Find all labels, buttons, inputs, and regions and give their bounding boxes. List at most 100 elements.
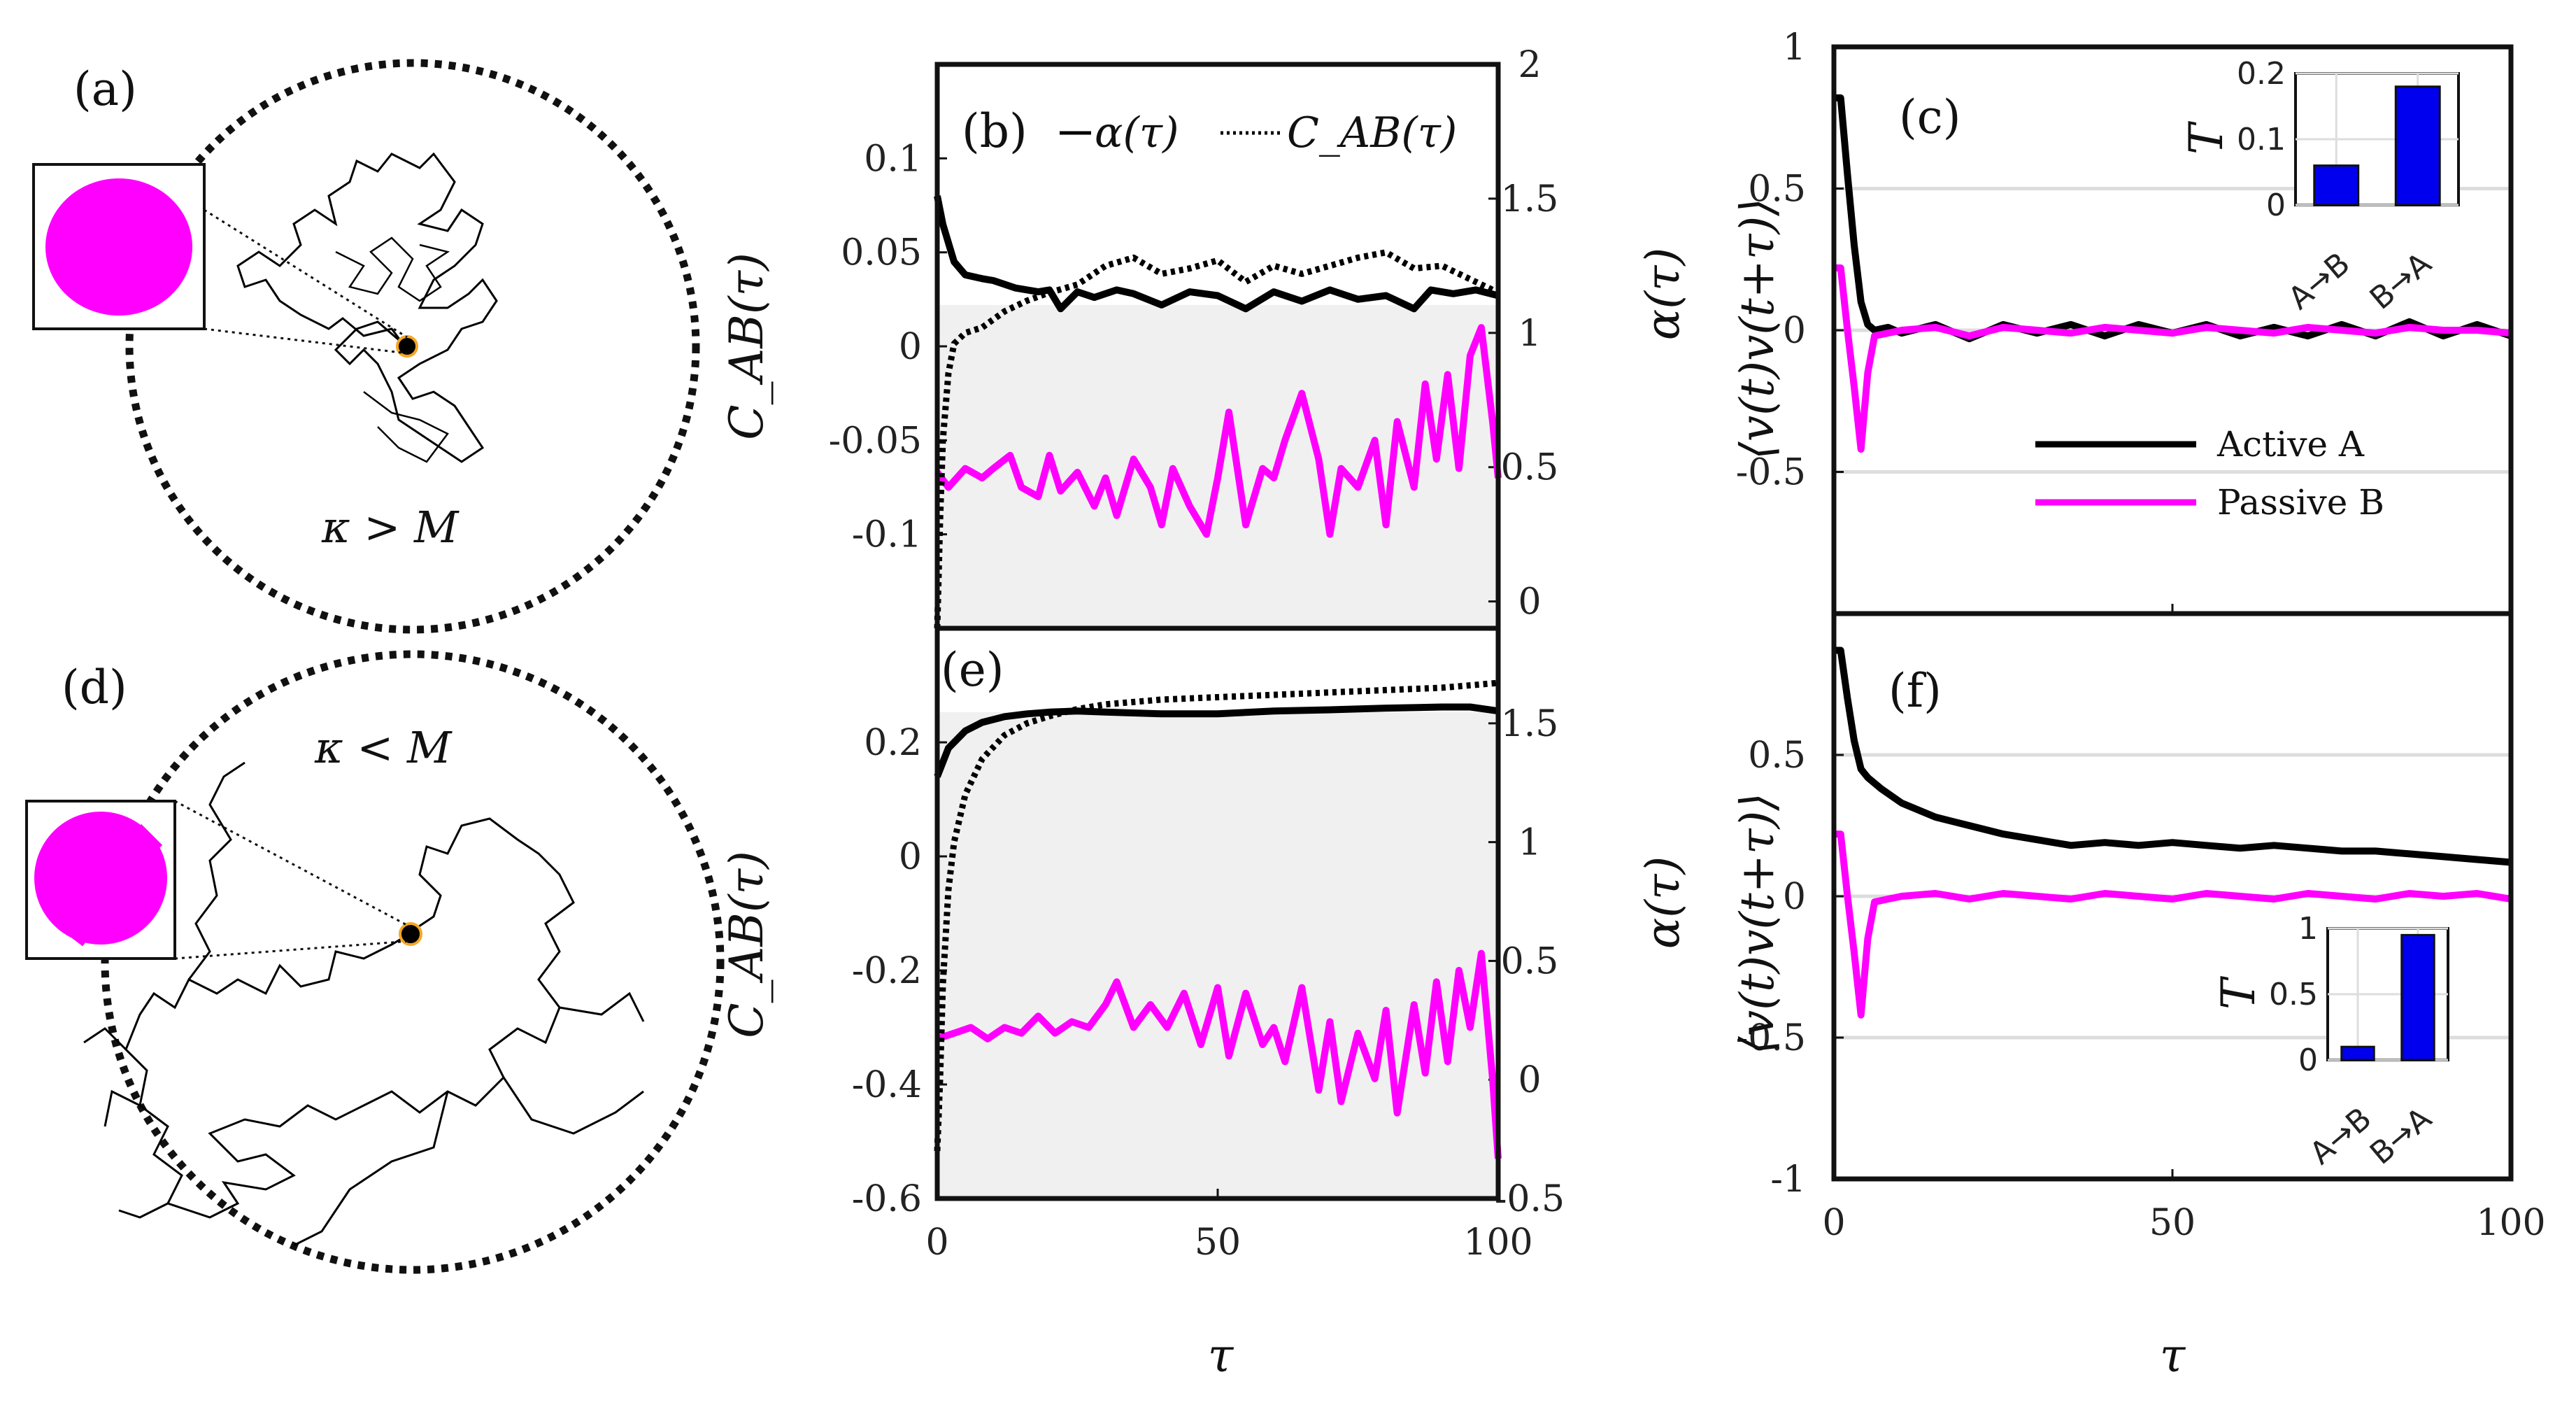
ytick-label-right-b-1: 0.5 (1501, 447, 1559, 489)
inset-bar-c-1 (2394, 85, 2441, 206)
zoom-line-d1 (174, 800, 411, 928)
panel-label-d: (d) (62, 660, 127, 714)
panel-label-a: (a) (73, 62, 137, 116)
panel-label-e: (e) (941, 643, 1004, 697)
ytick-label-left-e-4: 0.2 (864, 722, 922, 764)
xlabel-f: τ (2160, 1329, 2186, 1383)
ytick-label-right-e-0: -0.5 (1495, 1178, 1565, 1220)
xtick-label-e-1: 50 (1195, 1222, 1241, 1264)
ytick-label-f-2: 0 (1783, 876, 1806, 918)
zoom-line-a2 (204, 327, 408, 355)
condition-label-a: κ > M (321, 502, 460, 553)
inset-ytick-label-c-0: 0 (2266, 188, 2286, 223)
inset-xtick-label-c-1: B→A (2363, 246, 2438, 317)
zoomed-trajectory-edge-a (55, 208, 184, 310)
trajectory-branches-d (83, 761, 645, 1247)
series-f-0 (1834, 646, 2512, 866)
ytick-label-left-e-1: -0.4 (852, 1064, 922, 1106)
trajectory-icon-a (236, 152, 498, 463)
frame-e (934, 625, 1501, 1201)
series-b-1 (934, 324, 1502, 538)
ylabel-left-e: C_AB(τ) (720, 851, 774, 1038)
xtick-label-e-0: 0 (925, 1222, 948, 1264)
ylabel-c: ⟨v(t)v(t+τ)⟩ (1730, 198, 1784, 460)
ylabel-left-b: C_AB(τ) (720, 253, 774, 440)
zoomed-trajectory-edge-d (40, 823, 163, 947)
inset-ytick-label-f-0: 0 (2298, 1042, 2318, 1078)
panel-a: (a) κ > M (32, 59, 700, 634)
inset-xtick-label-c-0: A→B (2282, 246, 2356, 317)
ytick-label-f-3: 0.5 (1748, 735, 1806, 777)
legend-label-active: Active A (2216, 424, 2365, 465)
ylabel-right-b: α(τ) (1636, 248, 1690, 341)
ytick-label-c-3: 1 (1783, 27, 1806, 69)
inset-bar-c-0 (2313, 164, 2360, 206)
ytick-label-right-b-0: 0 (1518, 581, 1541, 623)
frame-f (1831, 611, 2514, 1182)
ytick-label-left-b-1: -0.05 (829, 420, 922, 462)
ytick-label-c-0: -0.5 (1736, 452, 1806, 494)
ytick-label-left-b-2: 0 (899, 326, 922, 368)
inset-ytick-label-f-1: 0.5 (2269, 977, 2318, 1012)
ytick-label-c-2: 0.5 (1748, 169, 1806, 211)
ytick-label-left-b-4: 0.1 (864, 138, 922, 180)
series-e-0 (934, 703, 1499, 778)
zoom-line-a1 (204, 208, 408, 339)
confinement-circle-a (125, 59, 700, 634)
condition-label-d: κ < M (314, 722, 453, 773)
trajectory-detail-a (335, 236, 450, 463)
inset-ytick-label-f-2: 1 (2298, 911, 2318, 947)
xtick-label-f-1: 50 (2149, 1202, 2196, 1244)
plot-area-e: -0.6 -0.4 -0.2 0 0.2 -0.5 0 0.5 1 1.5 0 50 100 (852, 679, 1565, 1264)
ytick-label-left-e-2: -0.2 (852, 950, 922, 992)
ytick-label-right-e-3: 1 (1518, 822, 1541, 864)
ytick-label-c-1: 0 (1783, 310, 1806, 352)
panel-label-f: (f) (1888, 664, 1942, 718)
inset-c: 0 0.1 0.2 A→B B→A T (2179, 56, 2460, 317)
series-f-1 (1834, 830, 2512, 1019)
series-c-1 (1834, 264, 2512, 453)
series-e-2 (934, 679, 1499, 1152)
ytick-label-f-0: -1 (1770, 1159, 1806, 1201)
plot-area-f: -1 -0.5 0 0.5 0 50 100 (1736, 646, 2546, 1244)
ytick-label-left-b-3: 0.05 (841, 232, 922, 274)
inset-ytick-label-c-1: 0.1 (2237, 122, 2286, 157)
ylabel-right-e: α(τ) (1636, 856, 1690, 949)
ytick-label-right-e-1: 0 (1518, 1059, 1541, 1101)
panel-label-b: (b) (962, 104, 1027, 158)
ytick-label-right-e-2: 0.5 (1501, 940, 1559, 982)
panel-label-c: (c) (1899, 90, 1961, 144)
ytick-label-f-1: -0.5 (1736, 1017, 1806, 1059)
inset-bar-f-0 (2340, 1045, 2375, 1061)
legend-label-alpha-b: α(τ) (1095, 108, 1179, 157)
series-e-1 (936, 949, 1502, 1159)
shaded-region-e (939, 712, 1496, 1196)
inset-bar-f-1 (2400, 933, 2435, 1061)
xtick-label-e-2: 100 (1463, 1222, 1532, 1264)
ytick-label-right-e-4: 1.5 (1501, 703, 1559, 745)
series-b-0 (934, 195, 1500, 313)
plot-area-b: -0.1 -0.05 0 0.05 0.1 0 0.5 1 1.5 2 (829, 44, 1559, 629)
panel-d: (d) κ < M (25, 650, 725, 1274)
particle-d (399, 922, 422, 946)
legend-label-cab-b: C_AB(τ) (1287, 108, 1457, 157)
inset-f: 0 0.5 1 A→BB→A T (2212, 911, 2449, 1172)
confinement-circle-d (101, 650, 725, 1274)
panel-e: -0.6 -0.4 -0.2 0 0.2 -0.5 0 0.5 1 1.5 0 50 100 (e) C… (720, 625, 1690, 1383)
panel-b: -0.1 -0.05 0 0.05 0.1 0 0.5 1 1.5 2 (b) α(τ) C_AB… (720, 44, 1690, 631)
series-b-2 (934, 249, 1500, 629)
ytick-label-left-e-3: 0 (899, 836, 922, 878)
inset-xtick-label-f-0: A→B (2303, 1101, 2378, 1172)
xtick-label-f-2: 100 (2476, 1202, 2545, 1244)
inset-ylabel-c: T (2179, 120, 2233, 155)
panel-f: -1 -0.5 0 0.5 0 50 100 (f) ⟨v(t)v(t+τ)⟩ τ 0 0.5… (1730, 611, 2546, 1383)
legend-label-passive: Passive B (2217, 482, 2384, 523)
inset-ytick-label-c-2: 0.2 (2237, 56, 2286, 92)
ytick-label-right-b-3: 1.5 (1501, 178, 1559, 220)
trajectory-icon-d (124, 817, 575, 1219)
ytick-label-right-b-4: 2 (1518, 44, 1541, 86)
zoomed-trajectory-a (45, 178, 192, 316)
ytick-label-left-e-0: -0.6 (852, 1178, 922, 1220)
ylabel-f: ⟨v(t)v(t+τ)⟩ (1730, 793, 1784, 1054)
